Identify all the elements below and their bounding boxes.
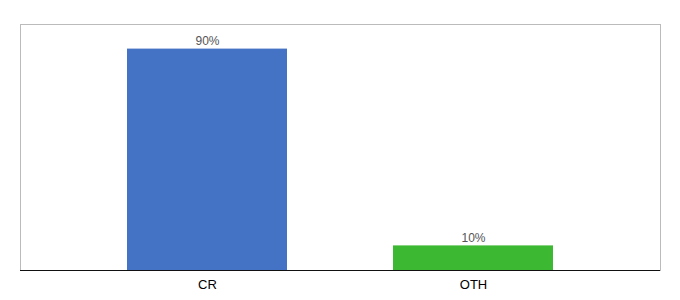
svg-text:10%: 10%: [461, 231, 485, 245]
svg-text:CR: CR: [198, 277, 217, 292]
svg-text:90%: 90%: [195, 34, 219, 48]
svg-text:OTH: OTH: [460, 277, 487, 292]
